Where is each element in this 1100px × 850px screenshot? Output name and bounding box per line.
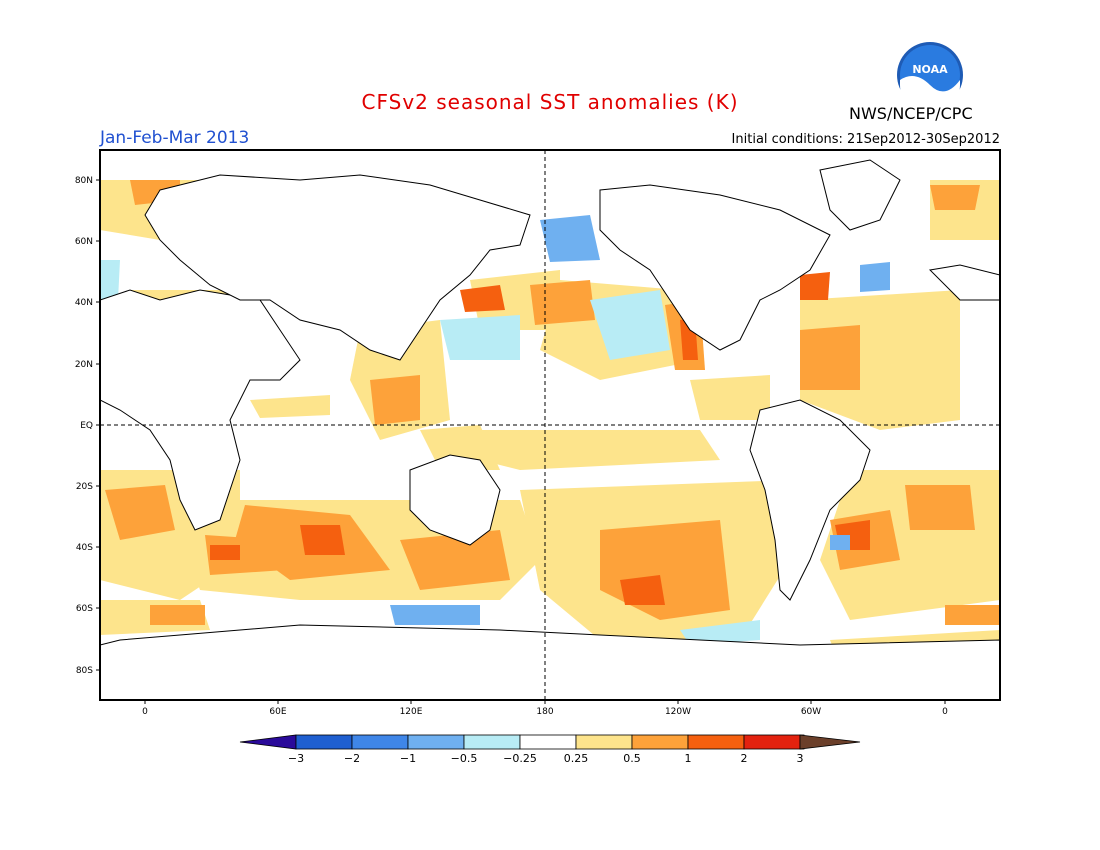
lat-label: 40S — [76, 543, 93, 553]
colorbar-segment — [351, 734, 409, 750]
colorbar-segment — [631, 734, 689, 750]
colorbar-tick-label: −2 — [343, 752, 361, 765]
colorbar-tick-label: 1 — [684, 752, 692, 765]
colorbar-tick-label: −0.5 — [450, 752, 478, 765]
colorbar-tick-label: 3 — [796, 752, 804, 765]
lat-label: 60S — [76, 604, 93, 614]
lat-label: 20S — [76, 482, 93, 492]
colorbar-max-arrow — [799, 734, 861, 750]
forecast-period: Jan-Feb-Mar 2013 — [100, 128, 250, 148]
continent-outlines — [100, 159, 1000, 700]
colorbar-segment — [295, 734, 353, 750]
lon-label: 0 — [942, 707, 948, 717]
lat-label: EQ — [80, 421, 93, 431]
chart-title: CFSv2 seasonal SST anomalies (K) — [361, 90, 739, 114]
colorbar-tick-label: −3 — [287, 752, 305, 765]
colorbar-tick-label: −1 — [399, 752, 417, 765]
lon-label: 180 — [536, 707, 553, 717]
longitude-labels: 0 60E 120E 180 120W 60W 0 — [142, 707, 948, 717]
noaa-logo: NOAA — [895, 40, 965, 115]
colorbar-tick-label: 0.5 — [623, 752, 641, 765]
colorbar-segment — [519, 734, 577, 750]
lon-label: 120E — [400, 707, 423, 717]
colorbar-min-arrow — [239, 734, 297, 750]
lat-label: 60N — [75, 237, 93, 247]
initial-conditions: Initial conditions: 21Sep2012-30Sep2012 — [731, 132, 1000, 147]
lat-label: 20N — [75, 360, 93, 370]
lat-label: 80S — [76, 666, 93, 676]
colorbar-tick-label: 2 — [740, 752, 748, 765]
colorbar — [239, 734, 861, 750]
colorbar-segment — [575, 734, 633, 750]
axis-ticks — [96, 179, 946, 704]
colorbar-segment — [687, 734, 745, 750]
colorbar-segment — [463, 734, 521, 750]
lat-label: 80N — [75, 176, 93, 186]
lat-label: 40N — [75, 298, 93, 308]
lon-label: 60E — [269, 707, 286, 717]
colorbar-tick-label: 0.25 — [563, 752, 589, 765]
latitude-labels: 80N 60N 40N 20N EQ 20S 40S 60S 80S — [75, 176, 93, 676]
colorbar-segment — [407, 734, 465, 750]
noaa-logo-text: NOAA — [912, 63, 948, 76]
agency-label: NWS/NCEP/CPC — [849, 104, 973, 123]
lon-label: 120W — [665, 707, 691, 717]
lon-label: 0 — [142, 707, 148, 717]
colorbar-segment — [743, 734, 801, 750]
colorbar-tick-label: −0.25 — [503, 752, 537, 765]
lon-label: 60W — [801, 707, 821, 717]
